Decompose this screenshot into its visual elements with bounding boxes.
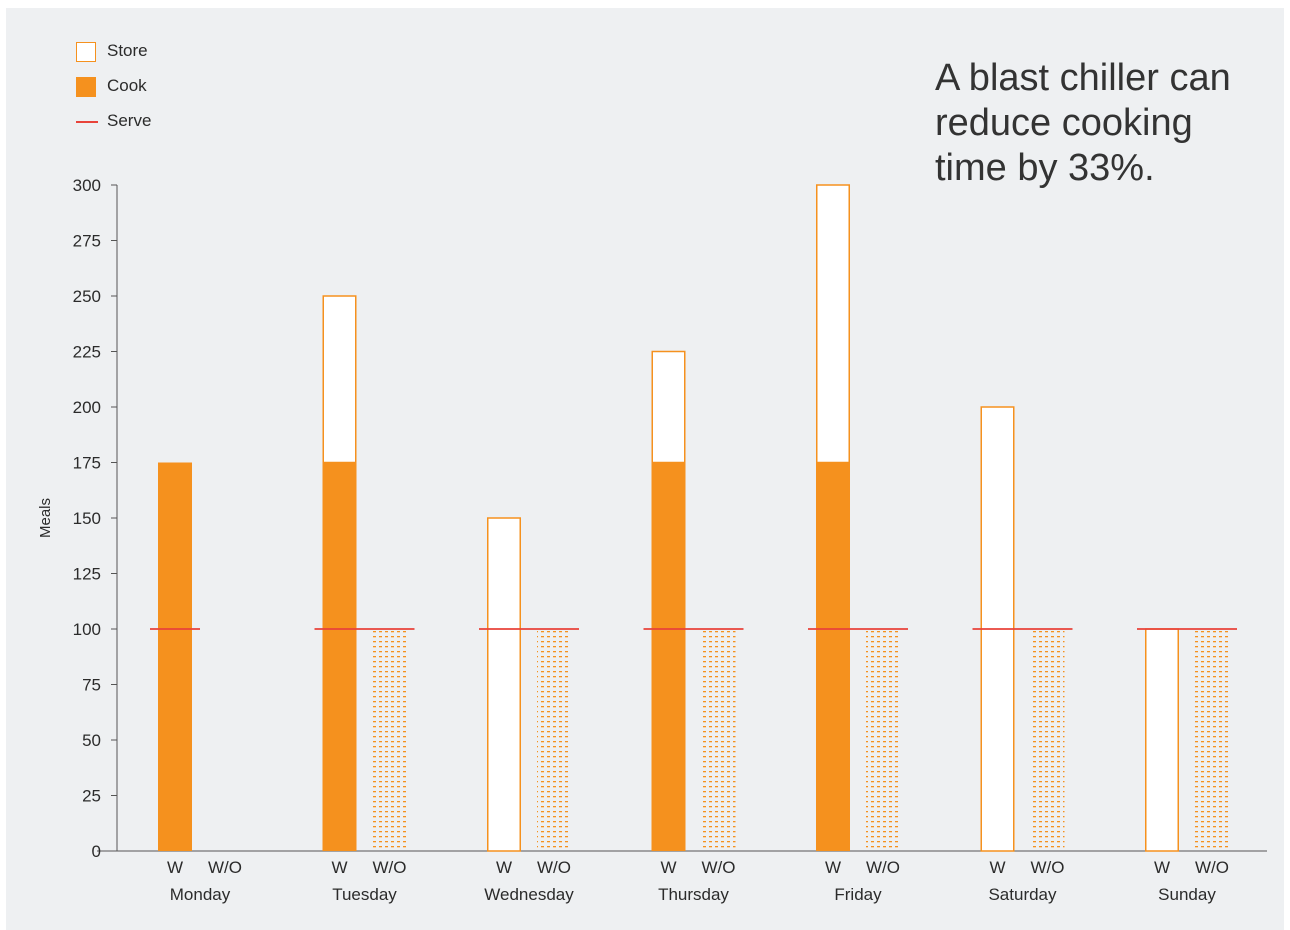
y-tick-label: 150 <box>73 509 101 528</box>
bar-store <box>816 184 850 464</box>
x-day-label: Sunday <box>1158 885 1216 904</box>
y-tick-label: 175 <box>73 454 101 473</box>
bar-label-with: W <box>1154 858 1170 877</box>
y-tick-label: 200 <box>73 398 101 417</box>
bar-label-with: W <box>167 858 183 877</box>
y-tick-label: 125 <box>73 565 101 584</box>
y-tick-label: 100 <box>73 620 101 639</box>
legend-swatch-serve <box>76 121 98 123</box>
x-day-label: Saturday <box>988 885 1057 904</box>
bar-label-with: W <box>660 858 676 877</box>
bar-cook <box>158 462 192 851</box>
bar-without <box>372 629 407 851</box>
legend-label-store: Store <box>107 41 148 60</box>
bar-label-without: W/O <box>373 858 407 877</box>
x-day-label: Wednesday <box>484 885 574 904</box>
y-tick-label: 50 <box>82 731 101 750</box>
bar-cook <box>651 462 686 851</box>
bar-store <box>1145 628 1179 852</box>
x-day-label: Monday <box>170 885 231 904</box>
bar-label-without: W/O <box>208 858 242 877</box>
bar-label-without: W/O <box>537 858 571 877</box>
bar-label-with: W <box>825 858 841 877</box>
y-tick-label: 225 <box>73 343 101 362</box>
bar-label-without: W/O <box>702 858 736 877</box>
legend-label-cook: Cook <box>107 76 147 95</box>
bar-cook <box>816 462 850 851</box>
bar-label-with: W <box>331 858 347 877</box>
y-tick-label: 300 <box>73 176 101 195</box>
bar-label-without: W/O <box>866 858 900 877</box>
headline: A blast chiller can reduce cooking time … <box>935 57 1231 189</box>
y-tick-label: 275 <box>73 232 101 251</box>
chart-panel <box>6 8 1284 930</box>
bar-without <box>701 629 736 851</box>
y-tick-label: 25 <box>82 787 101 806</box>
bar-cook <box>322 462 357 851</box>
bar-store <box>651 350 686 464</box>
legend-swatch-cook <box>76 77 96 97</box>
bar-label-without: W/O <box>1031 858 1065 877</box>
bar-without <box>1030 629 1065 851</box>
bar-without <box>866 629 900 851</box>
bar-without <box>1195 629 1229 851</box>
y-axis-title: Meals <box>37 498 54 538</box>
y-tick-label: 0 <box>92 842 101 861</box>
bar-store <box>322 295 357 464</box>
y-tick-label: 75 <box>82 676 101 695</box>
bar-label-with: W <box>989 858 1005 877</box>
bar-label-without: W/O <box>1195 858 1229 877</box>
bar-store <box>487 517 521 852</box>
x-day-label: Thursday <box>658 885 729 904</box>
x-day-label: Tuesday <box>332 885 397 904</box>
legend-label-serve: Serve <box>107 111 152 130</box>
bar-label-with: W <box>496 858 512 877</box>
bar-without <box>537 629 571 851</box>
y-tick-label: 250 <box>73 287 101 306</box>
x-day-label: Friday <box>834 885 882 904</box>
legend-swatch-store <box>76 42 96 62</box>
